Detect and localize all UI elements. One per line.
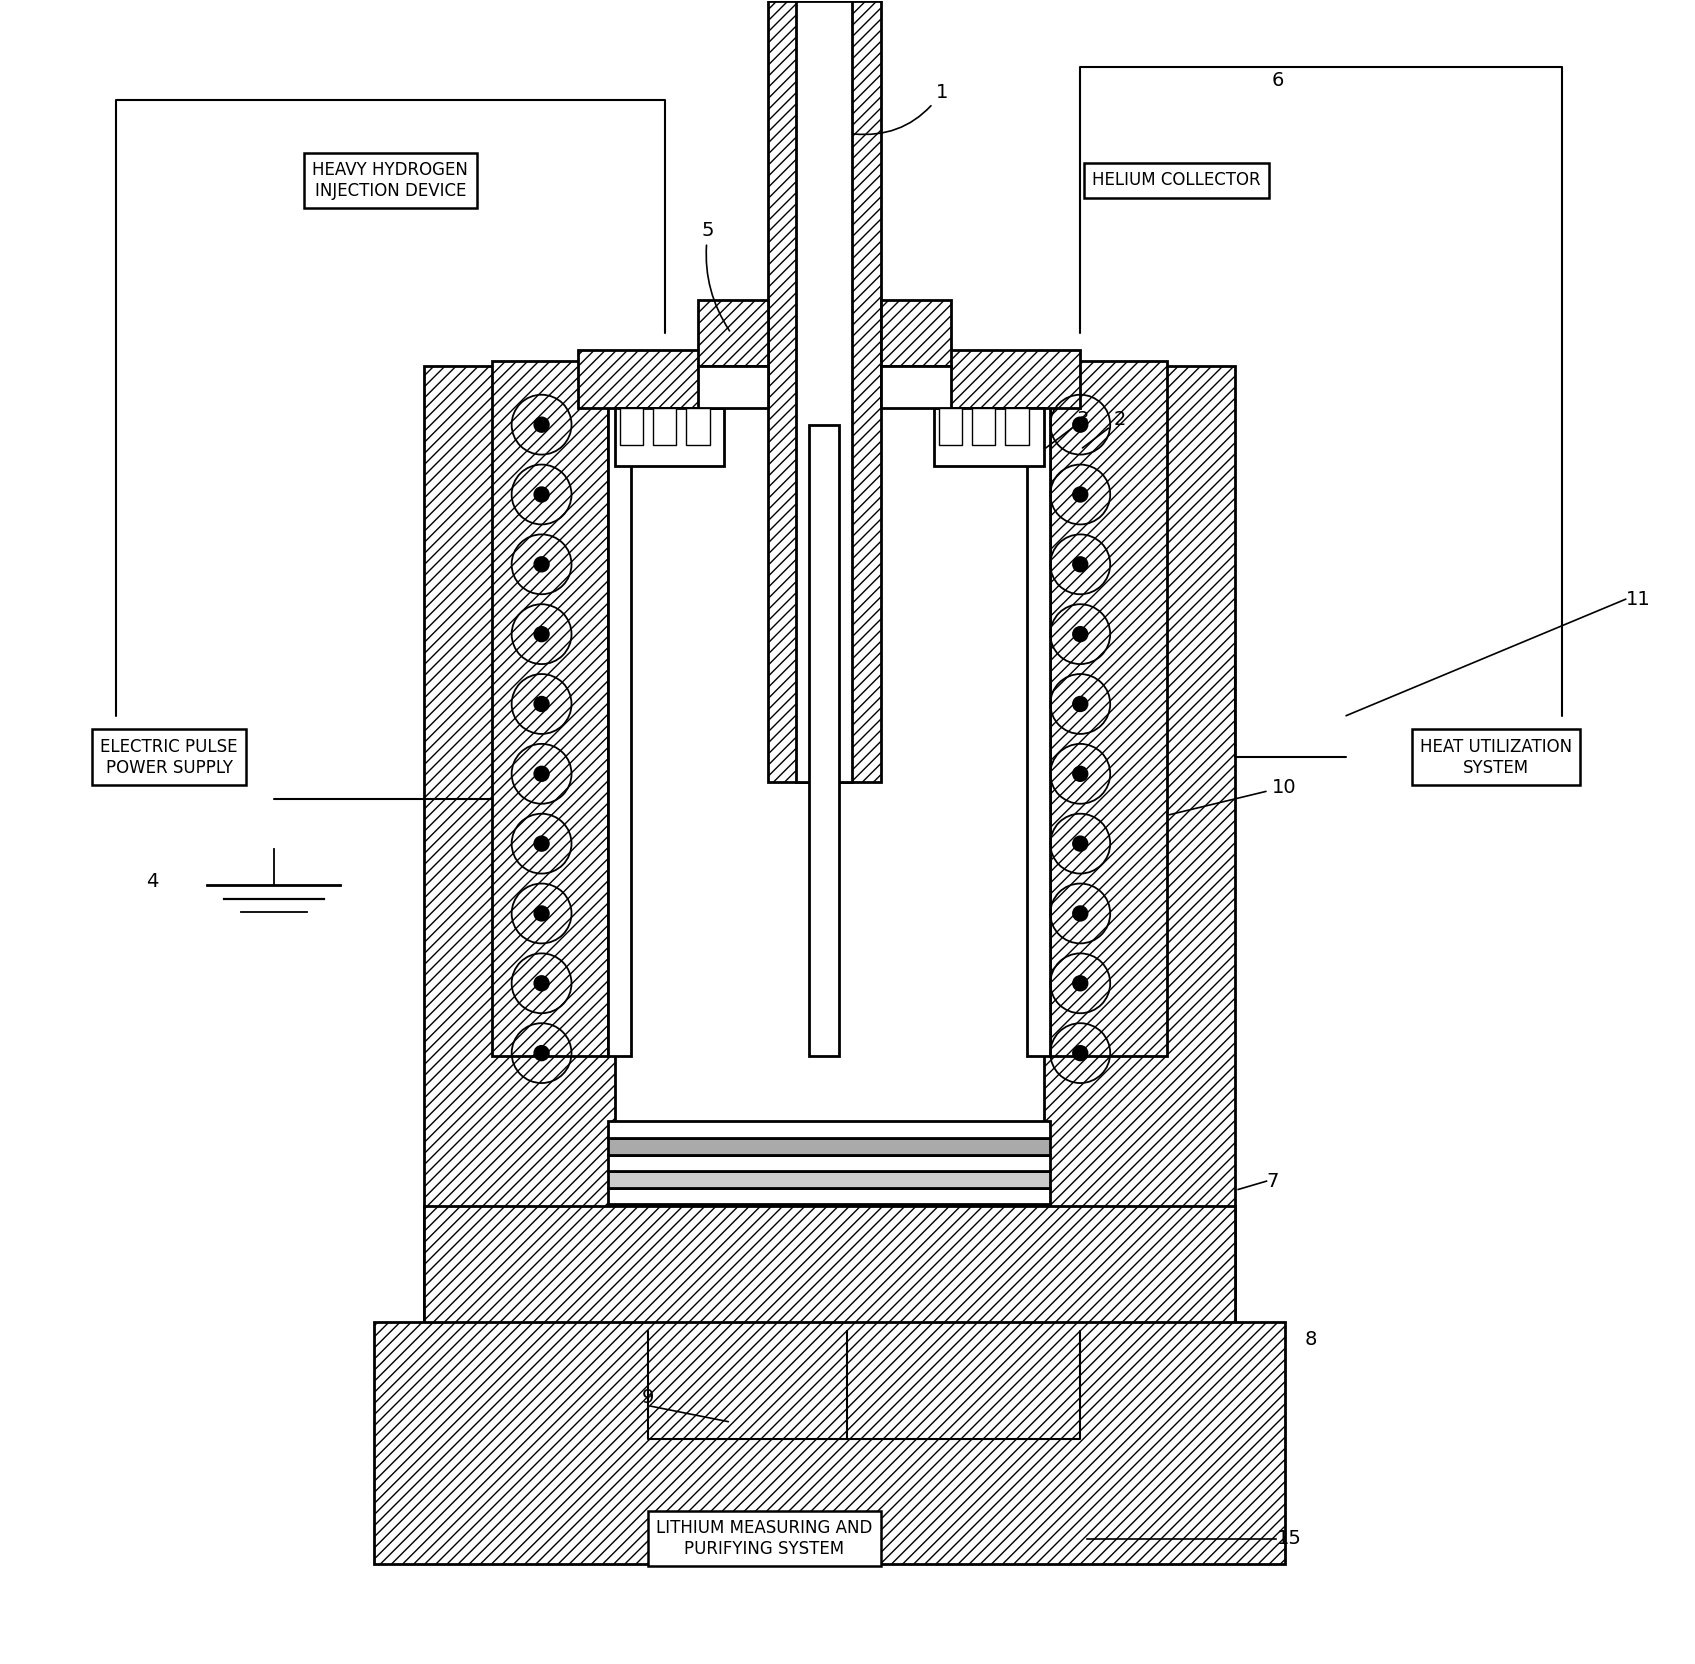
Circle shape: [1073, 767, 1088, 782]
Bar: [698, 300, 768, 366]
Circle shape: [534, 418, 549, 433]
Text: ELECTRIC PULSE
POWER SUPPLY: ELECTRIC PULSE POWER SUPPLY: [100, 737, 237, 777]
Circle shape: [534, 975, 549, 990]
Bar: [609, 1138, 1051, 1155]
Circle shape: [534, 767, 549, 782]
Bar: [609, 1188, 1051, 1205]
Circle shape: [534, 905, 549, 920]
Bar: [1051, 361, 1166, 1057]
Text: LITHIUM MEASURING AND
PURIFYING SYSTEM: LITHIUM MEASURING AND PURIFYING SYSTEM: [656, 1519, 873, 1558]
Bar: [686, 408, 710, 444]
Text: 9: 9: [642, 1388, 654, 1406]
Circle shape: [1073, 418, 1088, 433]
Text: 3: 3: [1046, 409, 1090, 448]
Circle shape: [1073, 557, 1088, 572]
Circle shape: [1073, 1045, 1088, 1060]
Text: 6: 6: [1271, 72, 1283, 90]
Circle shape: [1073, 835, 1088, 850]
Circle shape: [1073, 627, 1088, 642]
Bar: [1027, 361, 1051, 1057]
Bar: [1005, 408, 1029, 444]
Bar: [424, 366, 615, 1340]
Bar: [939, 408, 963, 444]
Text: 4: 4: [146, 872, 159, 892]
Bar: [881, 300, 951, 366]
Bar: [615, 408, 724, 466]
Text: 10: 10: [1170, 777, 1297, 815]
Circle shape: [534, 1045, 549, 1060]
Text: 1: 1: [854, 83, 948, 135]
Circle shape: [1073, 488, 1088, 503]
Circle shape: [534, 627, 549, 642]
Text: 11: 11: [1626, 589, 1651, 609]
Bar: [797, 0, 853, 782]
Circle shape: [534, 697, 549, 712]
Bar: [934, 408, 1044, 466]
Bar: [973, 408, 995, 444]
Bar: [653, 408, 676, 444]
Text: HELIUM COLLECTOR: HELIUM COLLECTOR: [1092, 171, 1261, 190]
Circle shape: [534, 488, 549, 503]
Bar: [809, 424, 839, 1057]
Text: 15: 15: [1276, 1529, 1302, 1548]
Bar: [373, 1323, 1285, 1564]
Bar: [620, 408, 642, 444]
Circle shape: [534, 557, 549, 572]
Bar: [1044, 366, 1236, 1340]
Bar: [609, 1171, 1051, 1188]
Text: HEAT UTILIZATION
SYSTEM: HEAT UTILIZATION SYSTEM: [1420, 737, 1571, 777]
Text: 5: 5: [702, 221, 729, 331]
Circle shape: [1073, 975, 1088, 990]
Bar: [492, 361, 609, 1057]
Text: 8: 8: [1305, 1330, 1317, 1348]
Bar: [609, 1122, 1051, 1138]
Circle shape: [1073, 905, 1088, 920]
Bar: [578, 349, 724, 408]
Text: 7: 7: [1266, 1171, 1278, 1191]
Text: 2: 2: [1083, 409, 1125, 448]
Circle shape: [1073, 697, 1088, 712]
Bar: [768, 0, 881, 782]
Circle shape: [534, 835, 549, 850]
Bar: [934, 349, 1080, 408]
Text: HEAVY HYDROGEN
INJECTION DEVICE: HEAVY HYDROGEN INJECTION DEVICE: [312, 161, 468, 200]
Bar: [609, 1155, 1051, 1171]
Bar: [698, 366, 768, 408]
Bar: [609, 361, 631, 1057]
Bar: [424, 1206, 1236, 1340]
Bar: [881, 366, 951, 408]
